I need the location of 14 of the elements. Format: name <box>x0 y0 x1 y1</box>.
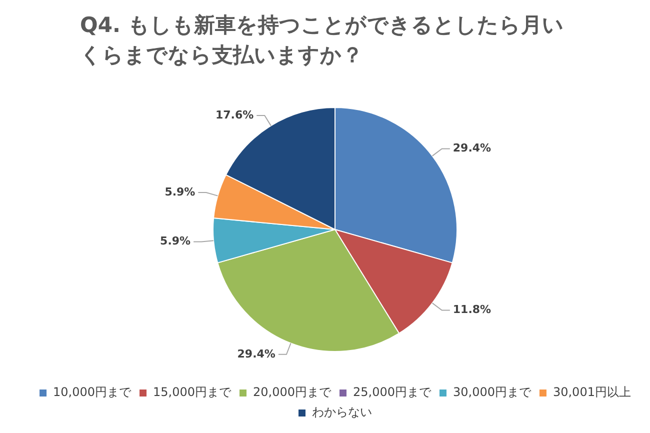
data-label: 17.6% <box>215 108 254 122</box>
data-label: 29.4% <box>452 142 492 155</box>
legend-label: 30,000円まで <box>452 385 532 400</box>
data-label: 5.9% <box>160 234 191 248</box>
data-label: 5.9% <box>164 185 196 198</box>
legend-label: 25,000円まで <box>353 385 432 400</box>
chart-title: Q4. もしも新車を持つことができるとしたら月いくらまでなら支払いますか？ <box>80 12 565 69</box>
data-label: 29.4% <box>237 347 276 360</box>
data-label: 11.8% <box>452 303 492 316</box>
legend-label: わからない <box>312 405 372 420</box>
legend-label: 10,000円まで <box>53 385 132 400</box>
legend-label: 20,000円まで <box>253 385 332 400</box>
legend-label: 30,001円以上 <box>552 385 631 400</box>
legend-label: 15,000円まで <box>153 385 232 400</box>
